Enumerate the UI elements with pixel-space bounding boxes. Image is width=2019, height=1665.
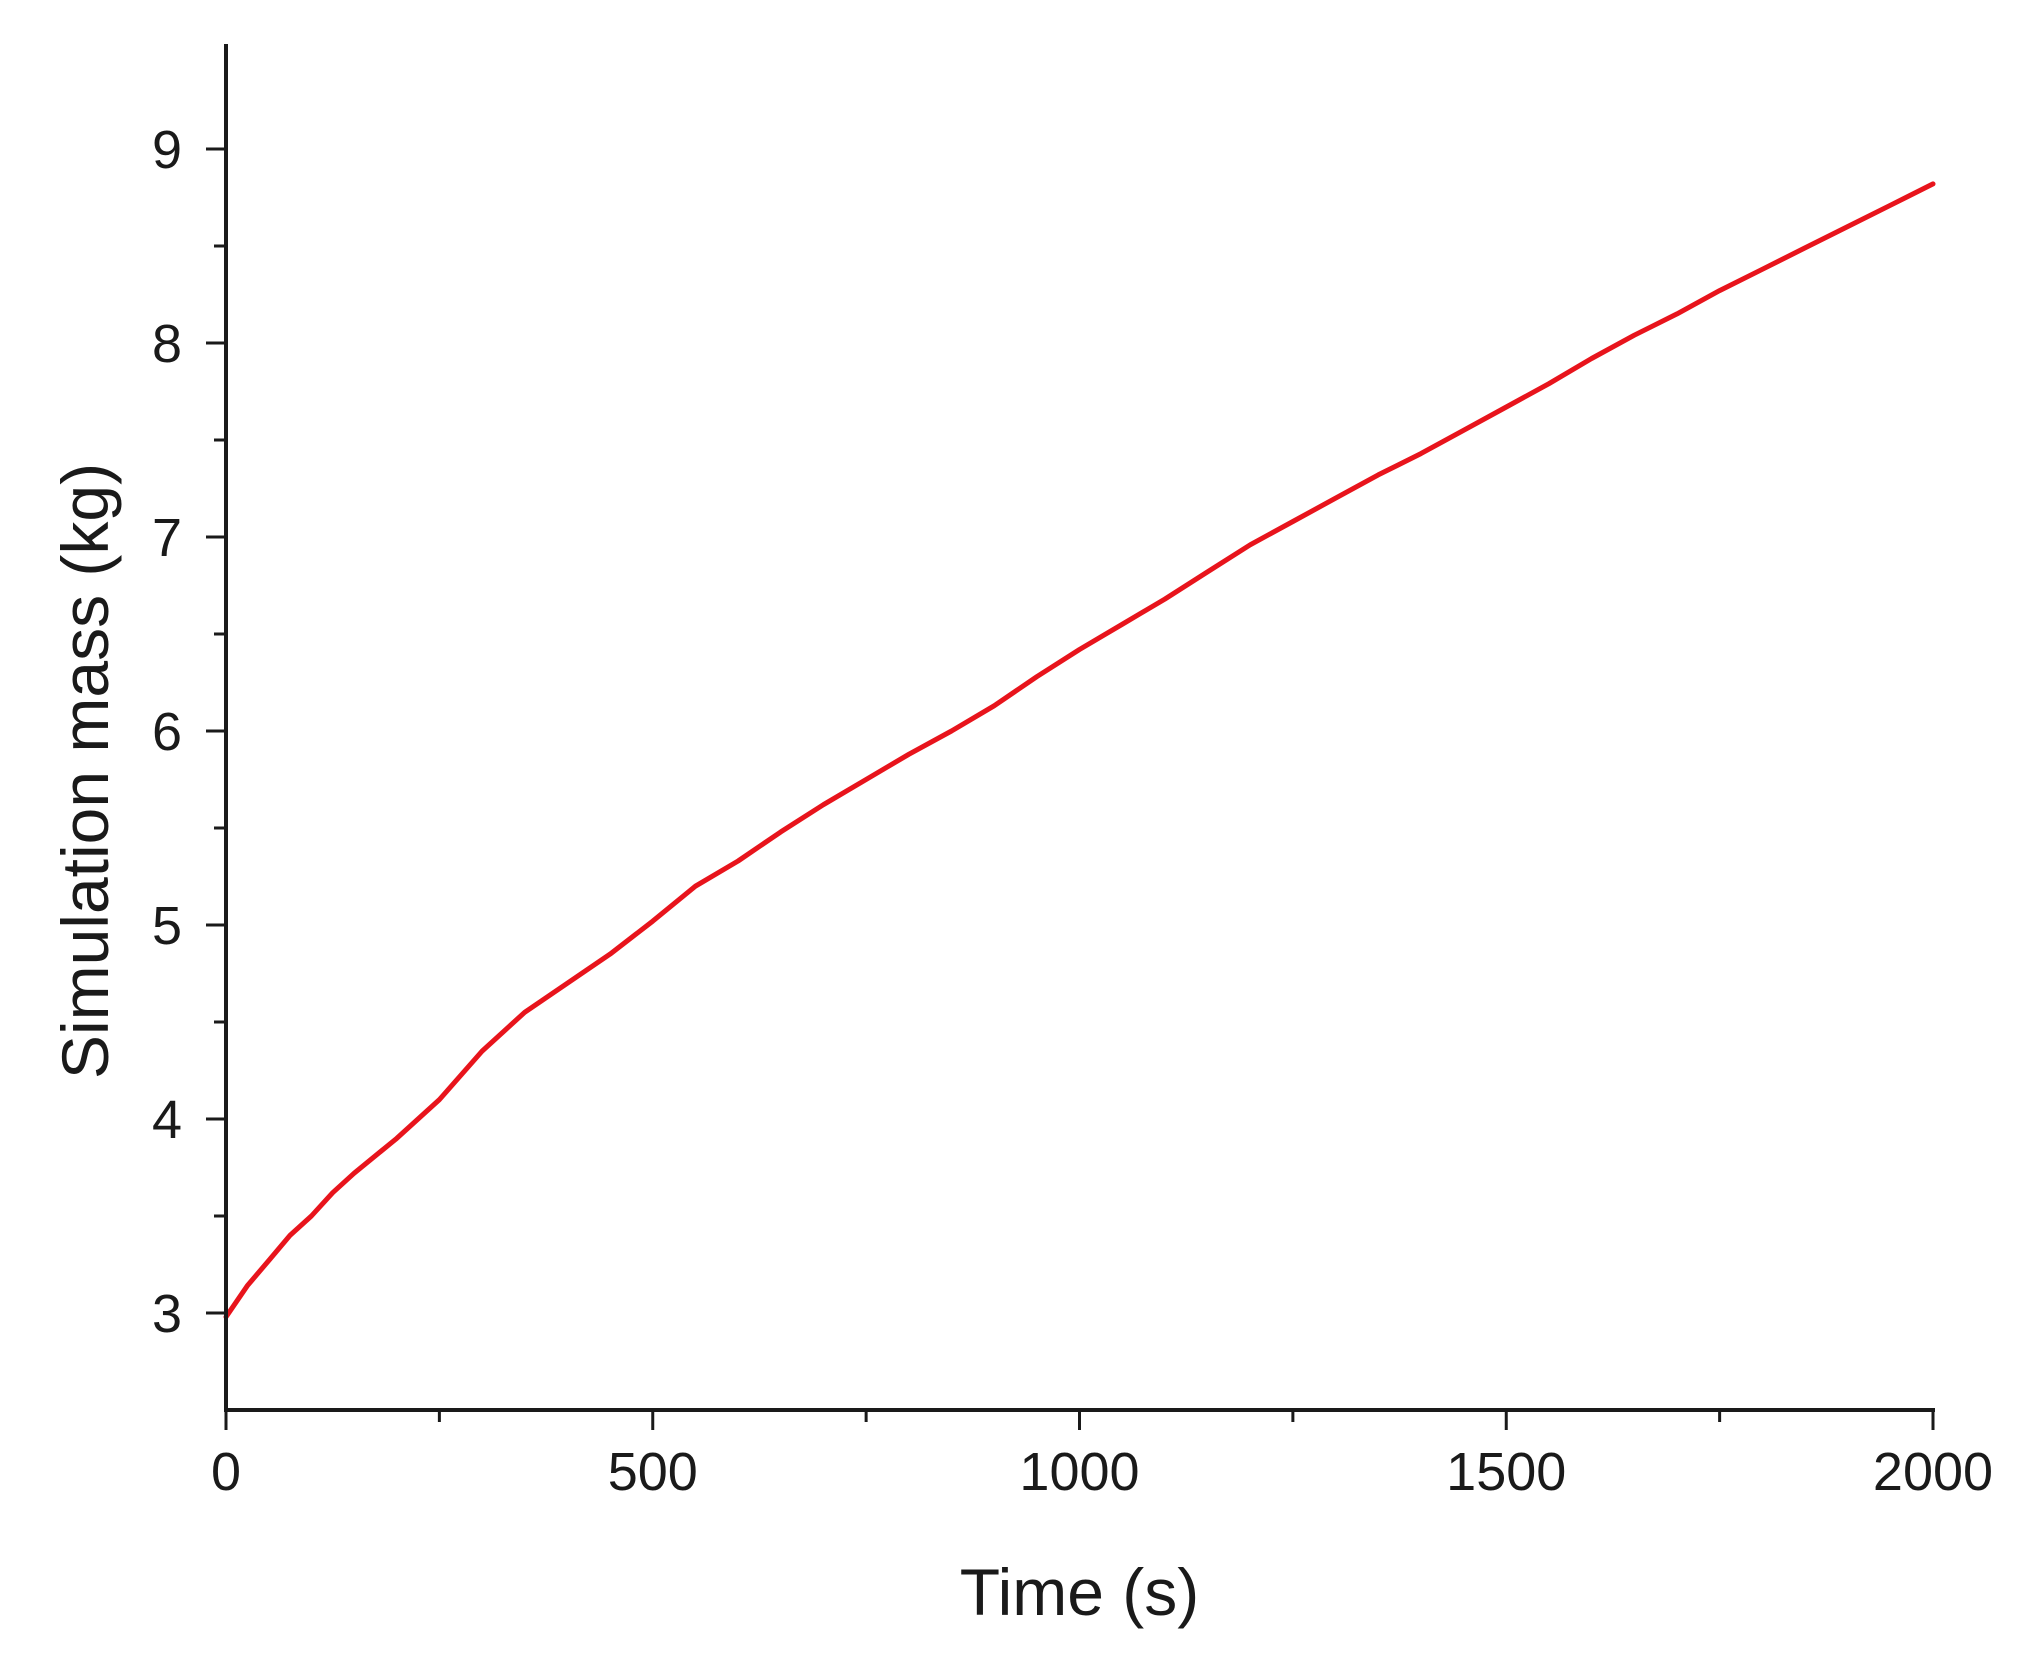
x-axis-title: Time (s) — [960, 1555, 1200, 1629]
minor-ticks — [214, 244, 1722, 1422]
y-tick-label: 8 — [152, 314, 182, 374]
major-ticks — [206, 147, 1935, 1430]
y-tick-label: 9 — [152, 120, 182, 180]
y-tick-label: 7 — [152, 508, 182, 568]
tick-labels: 0 500 1000 1500 2000 3 4 5 6 7 8 9 — [152, 120, 1993, 1502]
y-tick-label: 3 — [152, 1284, 182, 1344]
y-tick-label: 4 — [152, 1090, 182, 1150]
x-tick-label: 1000 — [1019, 1442, 1139, 1502]
x-tick-label: 0 — [211, 1442, 241, 1502]
x-tick-label: 500 — [608, 1442, 698, 1502]
series-line — [223, 181, 1936, 1320]
y-tick-label: 6 — [152, 702, 182, 762]
x-tick-label: 2000 — [1873, 1442, 1993, 1502]
y-tick-label: 5 — [152, 896, 182, 956]
x-tick-label: 1500 — [1446, 1442, 1566, 1502]
series-layer — [223, 181, 1936, 1320]
y-axis-title: Simulation mass (kg) — [48, 463, 122, 1079]
